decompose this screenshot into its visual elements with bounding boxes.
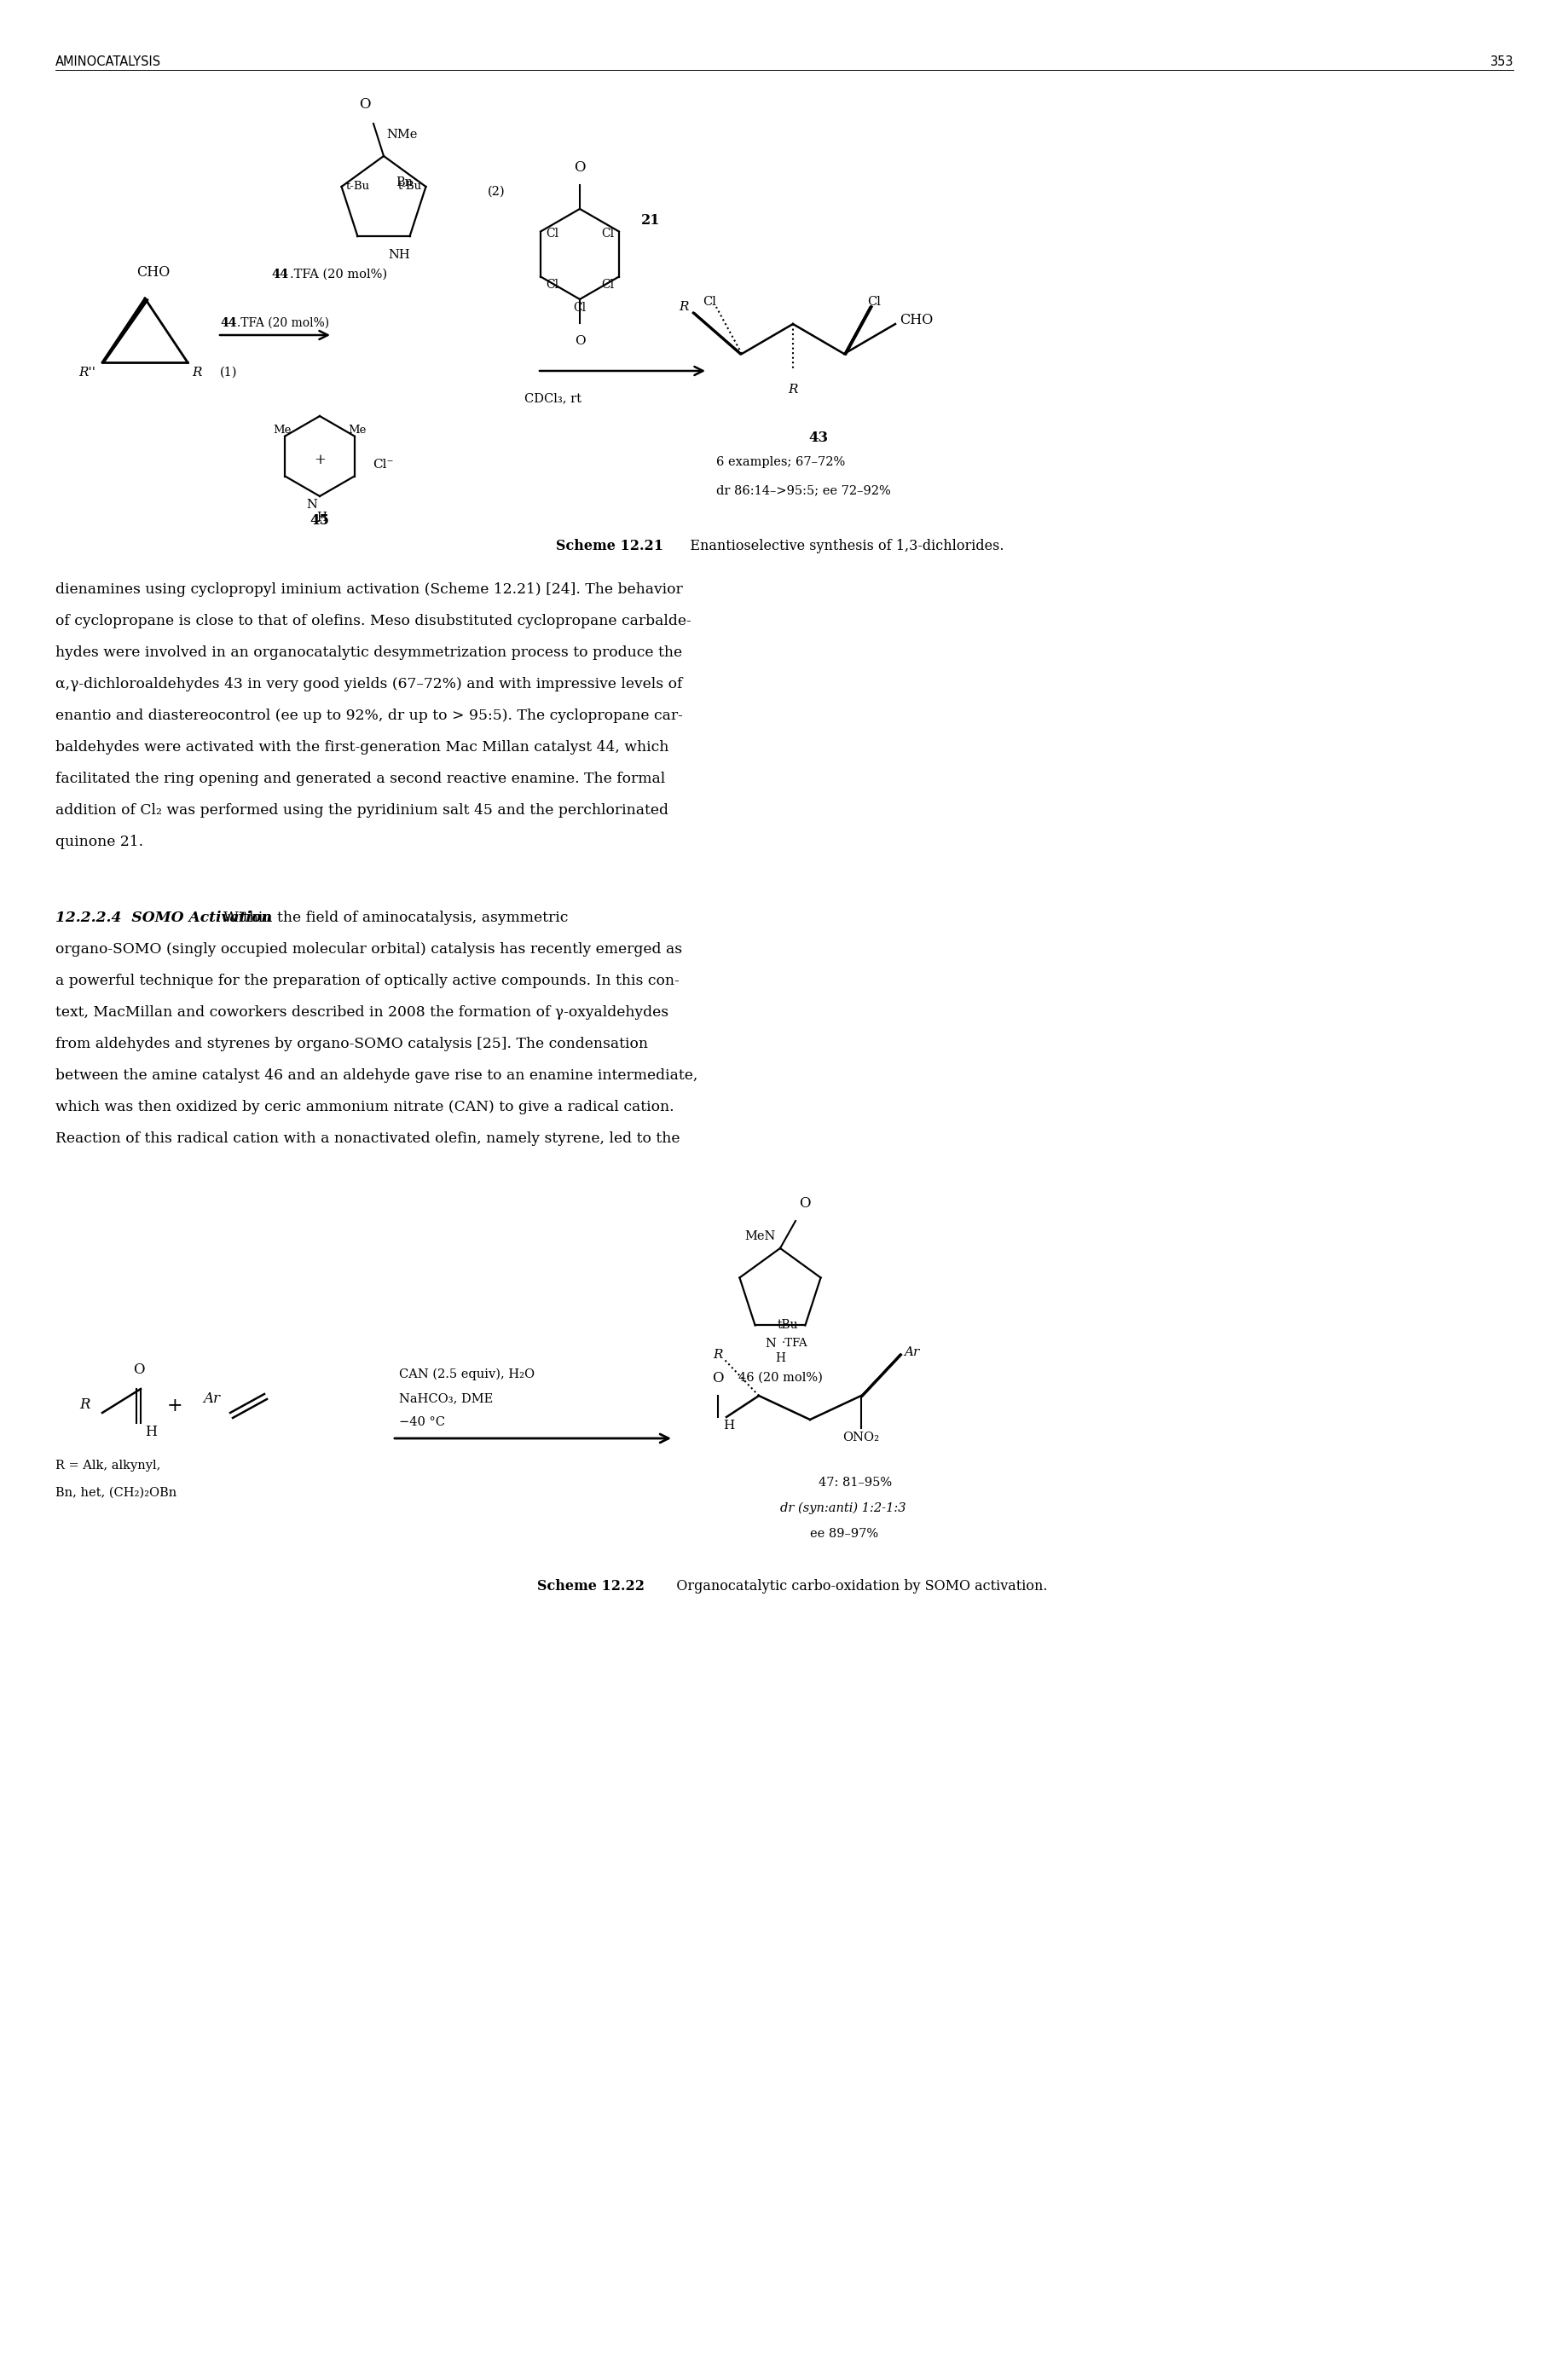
Text: N: N [765, 1337, 776, 1349]
Text: dr 86:14–>95:5; ee 72–92%: dr 86:14–>95:5; ee 72–92% [717, 485, 891, 497]
Text: Reaction of this radical cation with a nonactivated olefin, namely styrene, led : Reaction of this radical cation with a n… [55, 1131, 679, 1145]
Text: Ar: Ar [202, 1391, 220, 1405]
Text: 45: 45 [310, 513, 329, 528]
Text: 21: 21 [641, 213, 660, 227]
Text: .TFA (20 mol%): .TFA (20 mol%) [290, 270, 387, 282]
Text: 44: 44 [220, 317, 237, 329]
Text: R: R [80, 1398, 91, 1413]
Text: Cl⁻: Cl⁻ [373, 459, 394, 471]
Text: H: H [775, 1353, 786, 1365]
Text: addition of Cl₂ was performed using the pyridinium salt 45 and the perchlorinate: addition of Cl₂ was performed using the … [55, 802, 668, 819]
Text: facilitated the ring opening and generated a second reactive enamine. The formal: facilitated the ring opening and generat… [55, 771, 665, 786]
Text: between the amine catalyst 46 and an aldehyde gave rise to an enamine intermedia: between the amine catalyst 46 and an ald… [55, 1069, 698, 1084]
Text: CHO: CHO [898, 312, 933, 327]
Text: Ar: Ar [903, 1346, 919, 1358]
Text: (1): (1) [220, 367, 237, 379]
Text: Bn, het, (CH₂)₂OBn: Bn, het, (CH₂)₂OBn [55, 1486, 177, 1500]
Text: 46 (20 mol%): 46 (20 mol%) [737, 1372, 822, 1384]
Text: Cl: Cl [546, 227, 558, 239]
Text: CDCl₃, rt: CDCl₃, rt [524, 393, 582, 405]
Text: dr (syn:anti) 1:2-1:3: dr (syn:anti) 1:2-1:3 [779, 1502, 905, 1514]
Text: −40 °C: −40 °C [398, 1417, 445, 1429]
Text: CAN (2.5 equiv), H₂O: CAN (2.5 equiv), H₂O [398, 1368, 535, 1382]
Text: O: O [798, 1197, 811, 1211]
Text: of cyclopropane is close to that of olefins. Meso disubstituted cyclopropane car: of cyclopropane is close to that of olef… [55, 613, 691, 629]
Text: Bn: Bn [395, 177, 412, 189]
Text: H: H [723, 1420, 734, 1431]
Text: CHO: CHO [136, 265, 169, 279]
Text: Cl: Cl [867, 296, 880, 308]
Text: NH: NH [387, 248, 409, 260]
Text: O: O [712, 1370, 723, 1386]
Text: which was then oxidized by ceric ammonium nitrate (CAN) to give a radical cation: which was then oxidized by ceric ammoniu… [55, 1100, 674, 1114]
Text: NMe: NMe [386, 128, 417, 140]
Text: +: + [166, 1396, 182, 1415]
Text: t-Bu: t-Bu [345, 182, 370, 192]
Text: NaHCO₃, DME: NaHCO₃, DME [398, 1391, 492, 1405]
Text: 12.2.2.4  SOMO Activation: 12.2.2.4 SOMO Activation [55, 911, 271, 925]
Text: Cl: Cl [601, 227, 613, 239]
Text: .TFA (20 mol%): .TFA (20 mol%) [237, 317, 329, 329]
Text: (2): (2) [488, 187, 505, 199]
Text: N: N [306, 499, 317, 511]
Text: 43: 43 [808, 431, 828, 445]
Text: text, MacMillan and coworkers described in 2008 the formation of γ-oxyaldehydes: text, MacMillan and coworkers described … [55, 1006, 668, 1020]
Text: R: R [679, 300, 688, 312]
Text: from aldehydes and styrenes by organo-SOMO catalysis [25]. The condensation: from aldehydes and styrenes by organo-SO… [55, 1036, 648, 1051]
Text: Within the field of aminocatalysis, asymmetric: Within the field of aminocatalysis, asym… [215, 911, 568, 925]
Text: AMINOCATALYSIS: AMINOCATALYSIS [55, 54, 162, 69]
Text: enantio and diastereocontrol (ee up to 92%, dr up to > 95:5). The cyclopropane c: enantio and diastereocontrol (ee up to 9… [55, 707, 682, 724]
Text: Me: Me [348, 424, 365, 435]
Text: 44: 44 [271, 270, 289, 282]
Text: hydes were involved in an organocatalytic desymmetrization process to produce th: hydes were involved in an organocatalyti… [55, 646, 682, 660]
Text: R = Alk, alkynyl,: R = Alk, alkynyl, [55, 1460, 160, 1472]
Text: O: O [574, 161, 585, 175]
Text: H: H [317, 511, 326, 523]
Text: Enantioselective synthesis of 1,3-dichlorides.: Enantioselective synthesis of 1,3-dichlo… [677, 539, 1004, 554]
Text: ·TFA: ·TFA [781, 1337, 808, 1349]
Text: Organocatalytic carbo-oxidation by SOMO activation.: Organocatalytic carbo-oxidation by SOMO … [663, 1578, 1047, 1595]
Text: organo-SOMO (singly occupied molecular orbital) catalysis has recently emerged a: organo-SOMO (singly occupied molecular o… [55, 942, 682, 956]
Text: baldehydes were activated with the first-generation Mac Millan catalyst 44, whic: baldehydes were activated with the first… [55, 741, 668, 755]
Text: Scheme 12.21: Scheme 12.21 [555, 539, 663, 554]
Text: Cl: Cl [572, 303, 586, 315]
Text: tBu: tBu [778, 1320, 798, 1332]
Text: dienamines using cyclopropyl iminium activation (Scheme 12.21) [24]. The behavio: dienamines using cyclopropyl iminium act… [55, 582, 682, 596]
Text: O: O [359, 97, 370, 111]
Text: 6 examples; 67–72%: 6 examples; 67–72% [717, 457, 845, 468]
Text: 353: 353 [1490, 54, 1513, 69]
Text: H: H [144, 1424, 157, 1439]
Text: Scheme 12.22: Scheme 12.22 [536, 1578, 644, 1595]
Text: MeN: MeN [745, 1230, 776, 1242]
Text: quinone 21.: quinone 21. [55, 835, 143, 849]
Text: R'': R'' [78, 367, 96, 379]
Text: R: R [712, 1349, 723, 1360]
Text: Cl: Cl [601, 279, 613, 291]
Text: O: O [574, 336, 585, 348]
Text: Cl: Cl [702, 296, 715, 308]
Text: 47: 81–95%: 47: 81–95% [818, 1476, 892, 1488]
Text: Cl: Cl [546, 279, 558, 291]
Text: +: + [314, 452, 326, 466]
Text: ONO₂: ONO₂ [842, 1431, 880, 1443]
Text: R: R [191, 367, 202, 379]
Text: a powerful technique for the preparation of optically active compounds. In this : a powerful technique for the preparation… [55, 975, 679, 989]
Text: R: R [787, 383, 798, 395]
Text: Me: Me [273, 424, 292, 435]
Text: t-Bu: t-Bu [397, 182, 422, 192]
Text: ee 89–97%: ee 89–97% [809, 1528, 878, 1540]
Text: O: O [133, 1363, 144, 1377]
Text: α,γ-dichloroaldehydes 43 in very good yields (67–72%) and with impressive levels: α,γ-dichloroaldehydes 43 in very good yi… [55, 677, 682, 691]
